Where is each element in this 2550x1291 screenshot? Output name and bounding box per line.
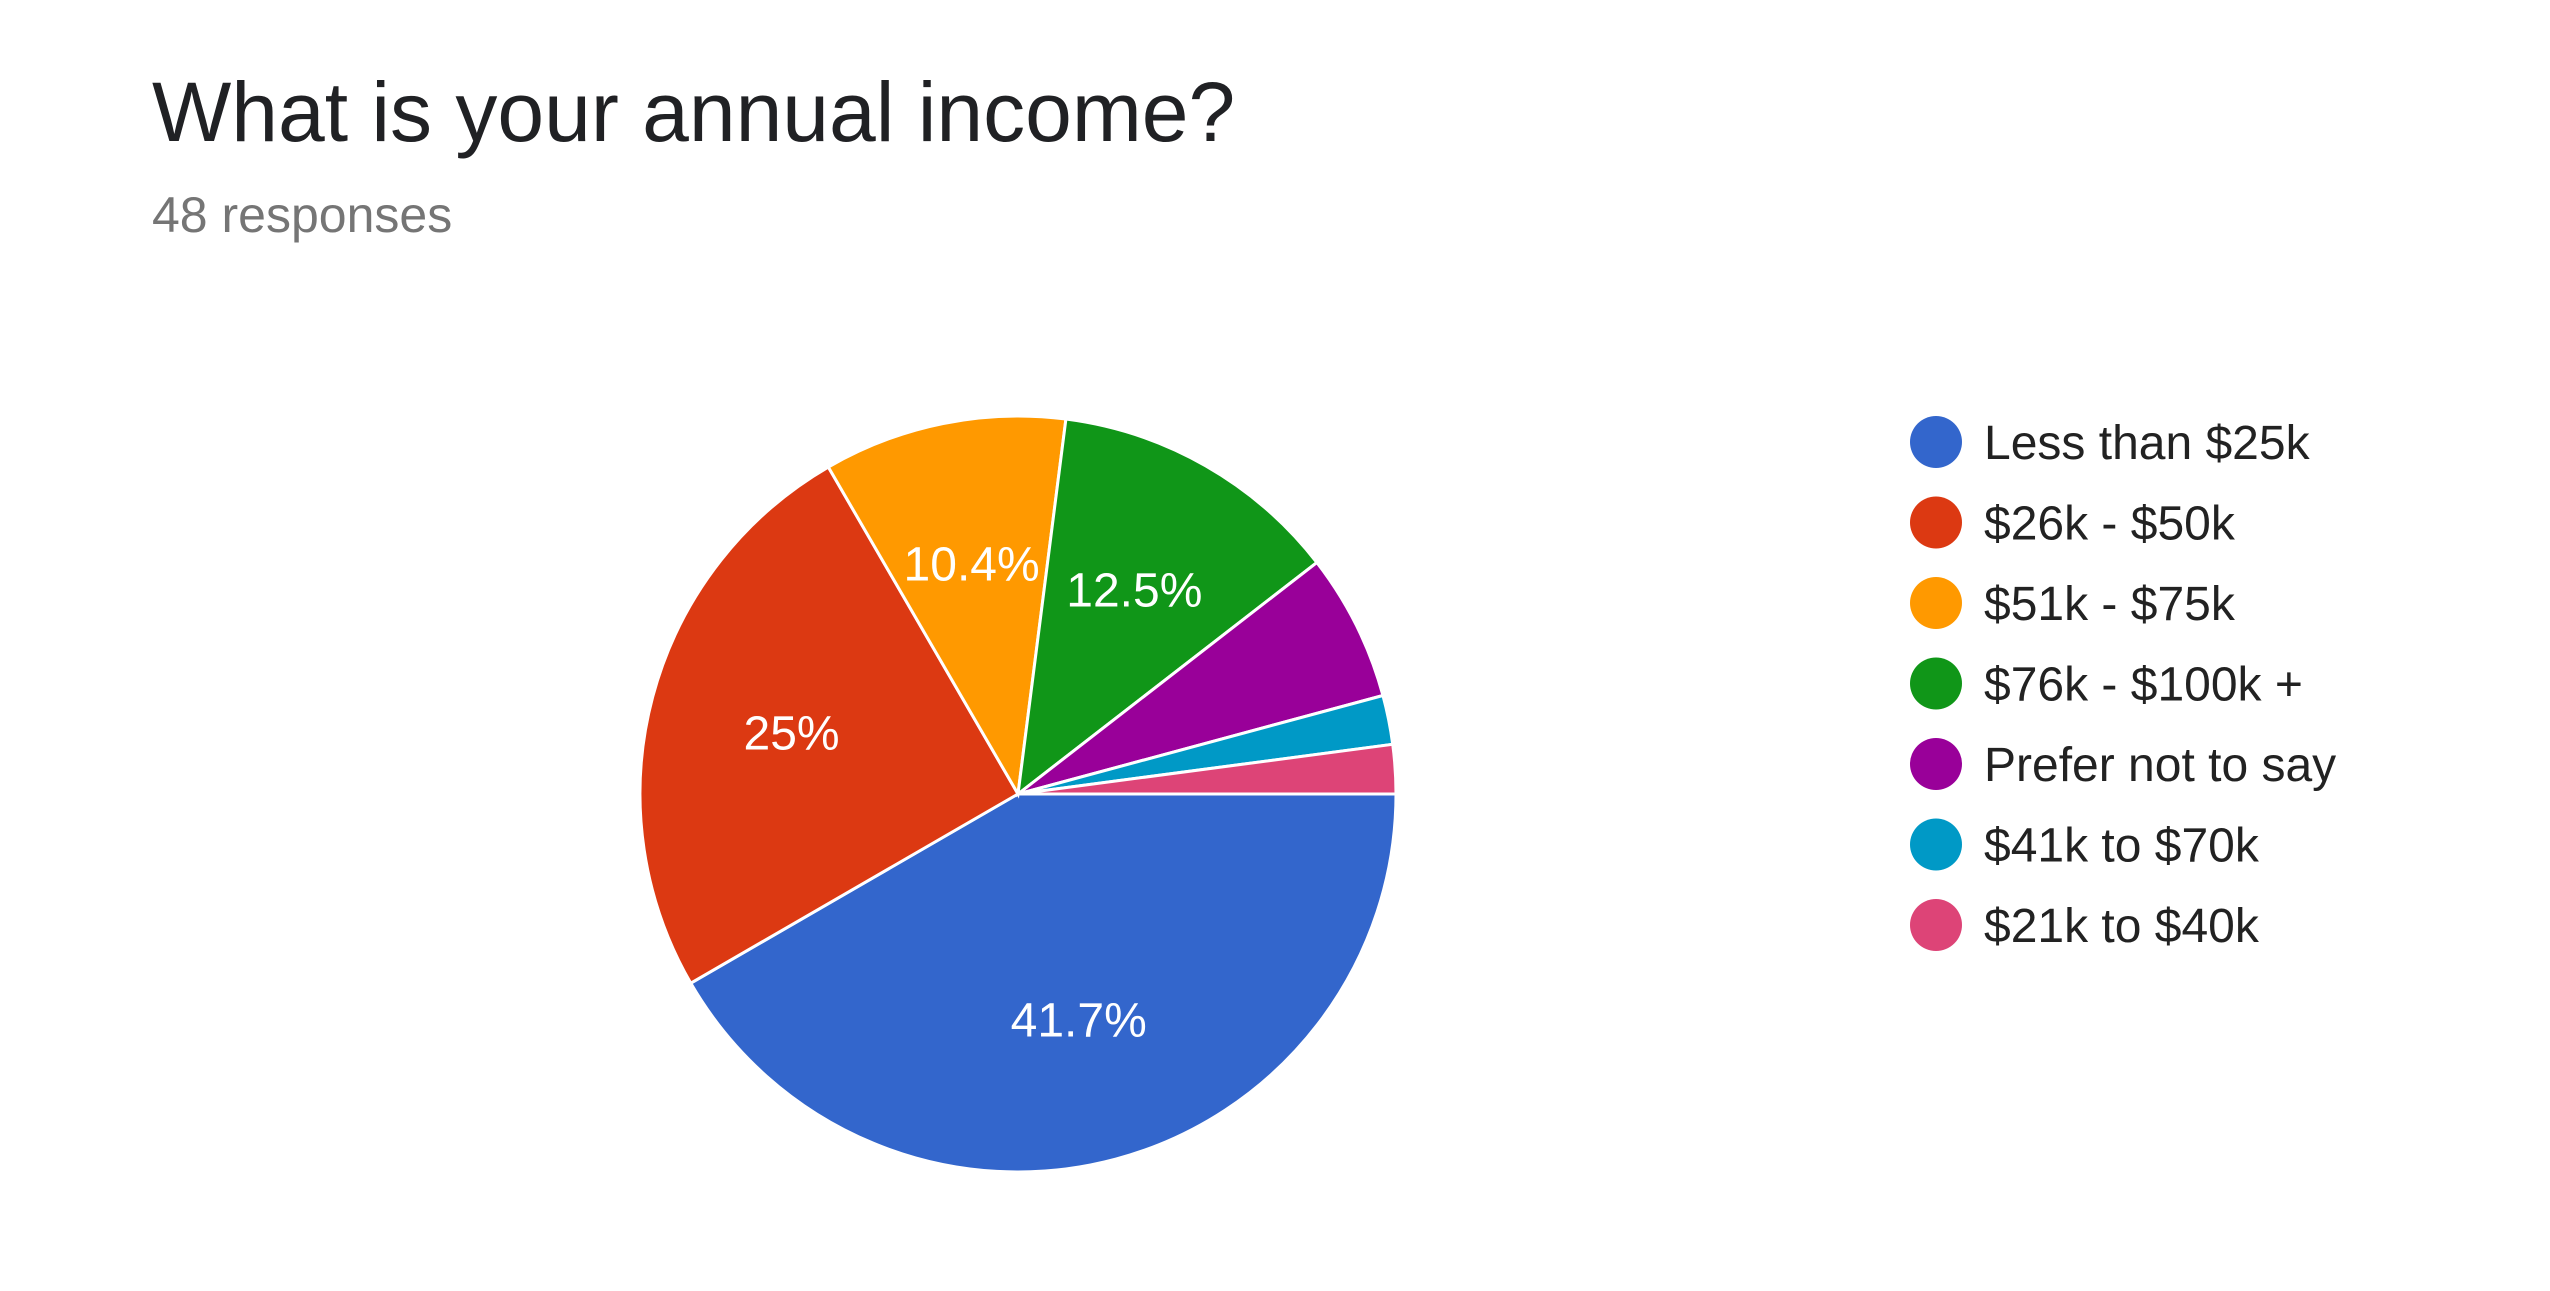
slice-percent-label: 12.5%	[1066, 565, 1202, 618]
legend-label: $76k - $100k +	[1984, 659, 2303, 712]
legend-swatch	[1910, 416, 1962, 468]
legend-swatch	[1910, 899, 1962, 951]
slice-percent-label: 41.7%	[1011, 994, 1147, 1047]
legend-label: $41k to $70k	[1984, 820, 2260, 873]
legend-swatch	[1910, 819, 1962, 871]
legend-label: Prefer not to say	[1984, 739, 2336, 792]
legend-swatch	[1910, 497, 1962, 549]
legend-swatch	[1910, 577, 1962, 629]
legend-label: $21k to $40k	[1984, 900, 2260, 953]
legend: Less than $25k $26k - $50k $51k - $75k $76k…	[1910, 416, 2336, 953]
slice-percent-label: 10.4%	[904, 538, 1040, 591]
legend-swatch	[1910, 738, 1962, 790]
legend-swatch	[1910, 658, 1962, 710]
slice-percent-label: 25%	[744, 708, 840, 761]
legend-label: $51k - $75k	[1984, 578, 2236, 631]
pie-slices	[640, 416, 1396, 1172]
legend-label: Less than $25k	[1984, 417, 2311, 470]
legend-label: $26k - $50k	[1984, 498, 2236, 551]
